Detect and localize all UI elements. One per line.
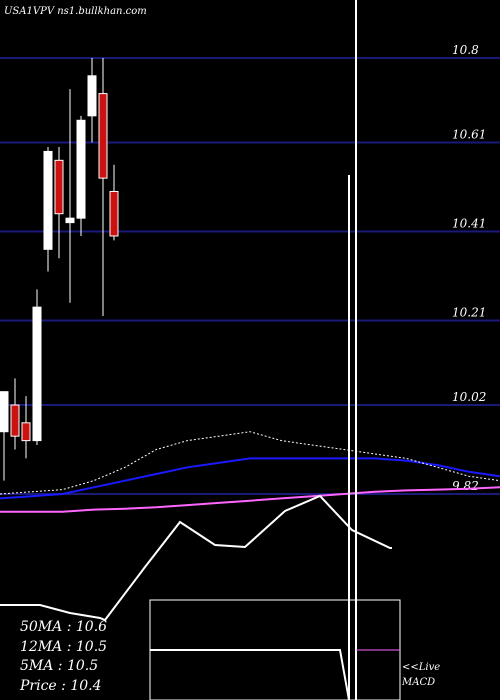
- y-axis-labels: 10.8 10.61 10.41 10.21 10.02 9.82: [452, 43, 486, 493]
- chart-title: USA1VPV ns1.bullkhan.com: [4, 6, 147, 17]
- candle: [54, 146, 64, 259]
- stat-12ma: 12MA : 10.5: [20, 639, 107, 655]
- candle-body: [10, 404, 20, 437]
- candle: [65, 89, 75, 303]
- candle-body: [98, 93, 108, 179]
- candle-body: [76, 119, 86, 219]
- candle-body: [87, 75, 97, 117]
- candle: [21, 396, 31, 459]
- candle-body: [21, 422, 31, 442]
- stat-5ma: 5MA : 10.5: [20, 658, 98, 674]
- candle: [0, 391, 9, 481]
- macd-label-line1: <<Live: [402, 662, 440, 673]
- candle: [76, 115, 86, 236]
- candle-body: [43, 150, 53, 250]
- macd-signal-line: [150, 649, 350, 700]
- y-tick-label: 10.21: [452, 305, 486, 319]
- ma-line-12ma: [0, 457, 500, 500]
- y-tick-label: 10.02: [452, 390, 486, 404]
- candle: [109, 164, 119, 241]
- candles: [0, 58, 119, 481]
- candle-body: [32, 306, 42, 442]
- stat-price: Price : 10.4: [19, 678, 102, 694]
- candle: [10, 378, 20, 450]
- lower-line: [0, 494, 392, 622]
- candle: [87, 58, 97, 143]
- candle-body: [54, 159, 64, 215]
- candle-body: [0, 391, 9, 433]
- candle: [32, 289, 42, 446]
- ma-line-5ma: [0, 431, 500, 495]
- y-tick-label: 9.82: [452, 479, 479, 493]
- candle: [98, 58, 108, 317]
- y-tick-label: 10.61: [452, 128, 486, 142]
- lower-indicator-line: [0, 494, 392, 622]
- candle-body: [65, 217, 75, 224]
- stats-block: 50MA : 10.6 12MA : 10.5 5MA : 10.5 Price…: [19, 619, 107, 694]
- grid-lines: [0, 57, 500, 495]
- moving-average-lines: [0, 431, 500, 513]
- candle-body: [109, 190, 119, 237]
- candle: [43, 146, 53, 272]
- macd-label-line2: MACD: [401, 677, 435, 688]
- stat-50ma: 50MA : 10.6: [20, 619, 107, 635]
- macd-label: <<Live MACD: [401, 662, 443, 688]
- ma-line-50ma: [0, 486, 500, 513]
- y-tick-label: 10.41: [452, 217, 486, 231]
- macd-panel: [149, 599, 401, 700]
- y-tick-label: 10.8: [452, 43, 479, 57]
